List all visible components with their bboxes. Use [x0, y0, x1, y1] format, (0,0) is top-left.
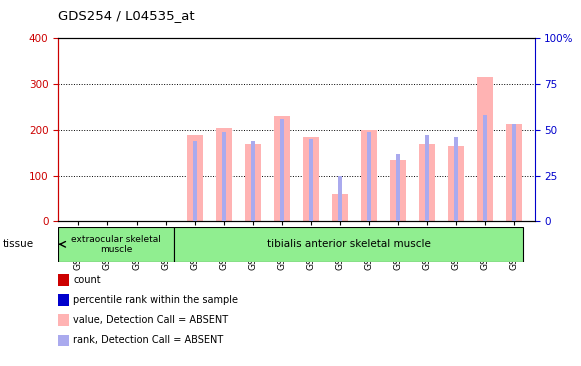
Bar: [390, 160, 406, 221]
Bar: [338, 176, 342, 221]
Text: count: count: [73, 275, 101, 285]
Bar: [245, 143, 261, 221]
Bar: [419, 143, 435, 221]
Bar: [309, 139, 313, 221]
Bar: [477, 77, 493, 221]
Bar: [280, 119, 284, 221]
Bar: [425, 135, 429, 221]
Bar: [454, 137, 458, 221]
Bar: [222, 132, 225, 221]
Bar: [58, 227, 174, 262]
Text: rank, Detection Call = ABSENT: rank, Detection Call = ABSENT: [73, 335, 224, 346]
Bar: [448, 146, 464, 221]
Bar: [361, 130, 377, 221]
Text: value, Detection Call = ABSENT: value, Detection Call = ABSENT: [73, 315, 228, 325]
Text: GDS254 / L04535_at: GDS254 / L04535_at: [58, 9, 195, 22]
Bar: [506, 124, 522, 221]
Bar: [332, 194, 348, 221]
Bar: [174, 227, 523, 262]
Text: extraocular skeletal
muscle: extraocular skeletal muscle: [71, 235, 161, 254]
Bar: [187, 134, 203, 221]
Bar: [193, 141, 196, 221]
Bar: [216, 128, 232, 221]
Bar: [396, 154, 400, 221]
Bar: [251, 141, 254, 221]
Text: tissue: tissue: [3, 239, 34, 250]
Bar: [367, 132, 371, 221]
Bar: [303, 137, 319, 221]
Bar: [274, 116, 290, 221]
Text: percentile rank within the sample: percentile rank within the sample: [73, 295, 238, 305]
Bar: [512, 124, 516, 221]
Text: tibialis anterior skeletal muscle: tibialis anterior skeletal muscle: [267, 239, 431, 249]
Bar: [483, 115, 487, 221]
